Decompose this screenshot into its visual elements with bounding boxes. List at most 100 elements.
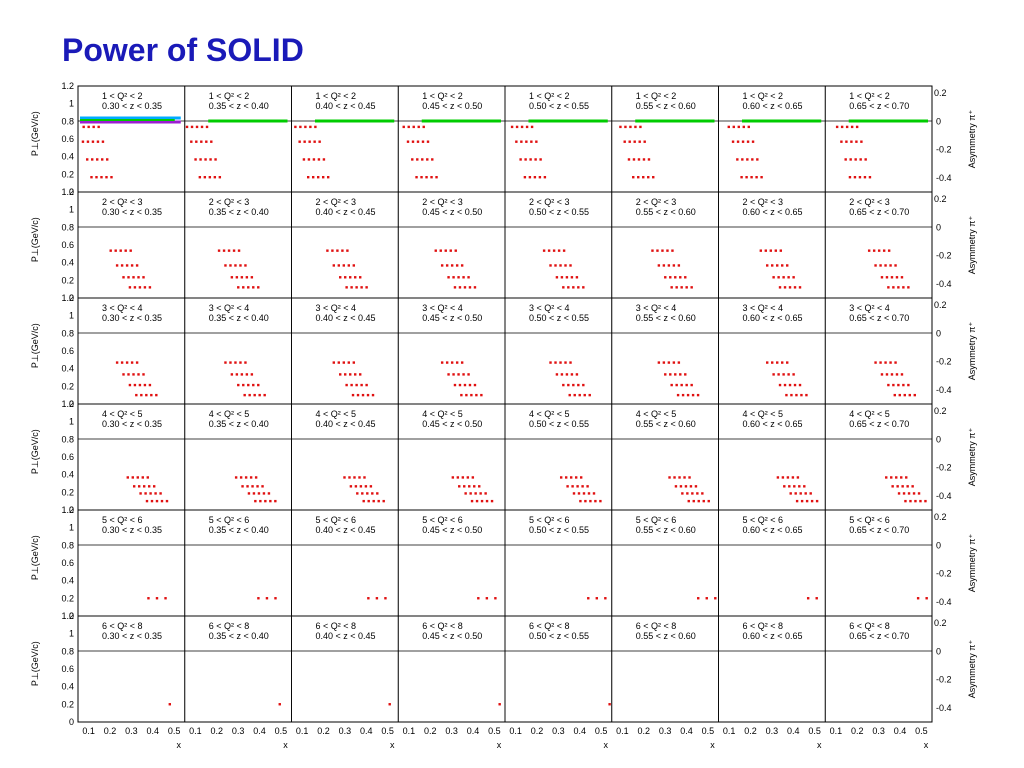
z-bin-label: 0.65 < z < 0.70 xyxy=(849,313,909,323)
data-point xyxy=(795,499,799,503)
data-point xyxy=(365,383,368,387)
data-point xyxy=(684,276,687,279)
data-point xyxy=(684,485,688,488)
data-point xyxy=(874,361,877,364)
data-point xyxy=(557,249,561,252)
data-point xyxy=(267,492,271,495)
data-point xyxy=(150,499,154,503)
data-point xyxy=(909,499,912,503)
q2-bin-label: 1 < Q² < 2 xyxy=(743,91,784,101)
y-axis-title-right: Asymmetry π⁺ xyxy=(967,534,977,593)
data-point xyxy=(672,264,676,267)
data-point xyxy=(101,158,104,161)
data-point xyxy=(263,393,266,397)
data-point xyxy=(241,485,244,488)
data-point xyxy=(925,597,928,600)
data-point xyxy=(897,492,901,495)
data-point xyxy=(142,276,145,279)
data-point xyxy=(674,373,677,376)
data-point xyxy=(252,383,255,387)
q2-bin-label: 5 < Q² < 6 xyxy=(849,515,890,525)
data-point xyxy=(402,125,405,129)
data-point xyxy=(520,140,523,143)
data-point xyxy=(353,476,356,479)
y-tick-label: 0.8 xyxy=(61,328,74,338)
q2-bin-label: 5 < Q² < 6 xyxy=(422,515,463,525)
data-point xyxy=(314,125,317,129)
data-point xyxy=(677,361,681,364)
y-tick-label: 0.8 xyxy=(61,222,74,232)
y-tick-label-right: 0.2 xyxy=(934,194,947,204)
data-point xyxy=(326,249,329,252)
data-point xyxy=(229,361,232,364)
data-point xyxy=(579,499,582,503)
q2-bin-label: 6 < Q² < 8 xyxy=(209,621,250,631)
data-point xyxy=(569,264,572,267)
x-tick-label: 0.1 xyxy=(189,726,202,736)
data-point xyxy=(245,373,249,376)
data-point xyxy=(589,499,592,503)
data-point xyxy=(309,125,312,129)
data-point xyxy=(679,373,682,376)
data-point xyxy=(453,286,457,289)
data-point xyxy=(736,158,739,161)
data-point xyxy=(879,264,882,267)
data-point xyxy=(349,276,352,279)
z-bin-label: 0.40 < z < 0.45 xyxy=(316,101,376,111)
data-point xyxy=(105,176,108,179)
data-point xyxy=(342,264,346,267)
data-point xyxy=(463,485,466,488)
y-tick-label: 1 xyxy=(69,629,74,639)
data-point xyxy=(332,264,336,267)
data-point xyxy=(440,264,444,267)
data-point xyxy=(411,140,415,143)
data-point xyxy=(559,361,562,364)
data-point xyxy=(133,383,137,387)
data-point xyxy=(252,492,256,495)
data-point xyxy=(633,140,636,143)
panel-frame xyxy=(824,615,933,723)
z-bin-label: 0.55 < z < 0.60 xyxy=(636,207,696,217)
data-point xyxy=(365,286,368,289)
data-point xyxy=(755,176,758,179)
data-point xyxy=(351,393,355,397)
data-point xyxy=(781,264,784,267)
data-point xyxy=(683,476,686,479)
data-point xyxy=(568,393,571,397)
data-point xyxy=(902,286,905,289)
data-point xyxy=(452,276,455,279)
data-point xyxy=(479,492,482,495)
data-point xyxy=(860,140,863,143)
data-point xyxy=(339,276,342,279)
q2-bin-label: 3 < Q² < 4 xyxy=(102,303,143,313)
data-point xyxy=(152,485,156,488)
data-point xyxy=(840,140,843,143)
y-tick-label: 0.8 xyxy=(61,434,74,444)
data-point xyxy=(689,485,693,488)
q2-bin-label: 4 < Q² < 5 xyxy=(422,409,463,419)
data-point xyxy=(627,158,631,161)
data-point xyxy=(257,286,260,289)
data-point xyxy=(159,492,162,495)
q2-bin-label: 6 < Q² < 8 xyxy=(316,621,357,631)
q2-bin-label: 3 < Q² < 4 xyxy=(422,303,463,313)
data-point xyxy=(430,176,433,179)
data-point xyxy=(371,393,375,397)
data-point xyxy=(473,383,477,387)
data-point xyxy=(776,476,780,479)
data-point xyxy=(892,383,895,387)
data-point xyxy=(240,373,244,376)
z-bin-label: 0.30 < z < 0.35 xyxy=(102,207,162,217)
q2-bin-label: 5 < Q² < 6 xyxy=(529,515,570,525)
y-tick-label-right: -0.4 xyxy=(936,703,952,713)
data-point xyxy=(911,485,914,488)
data-point xyxy=(731,140,735,143)
data-point xyxy=(250,373,254,376)
y-tick-label: 0.6 xyxy=(61,240,74,250)
data-point xyxy=(916,597,920,600)
data-point xyxy=(313,140,316,143)
q2-bin-label: 2 < Q² < 3 xyxy=(849,197,890,207)
data-point xyxy=(120,361,124,364)
data-point xyxy=(468,383,472,387)
data-point xyxy=(575,373,579,376)
